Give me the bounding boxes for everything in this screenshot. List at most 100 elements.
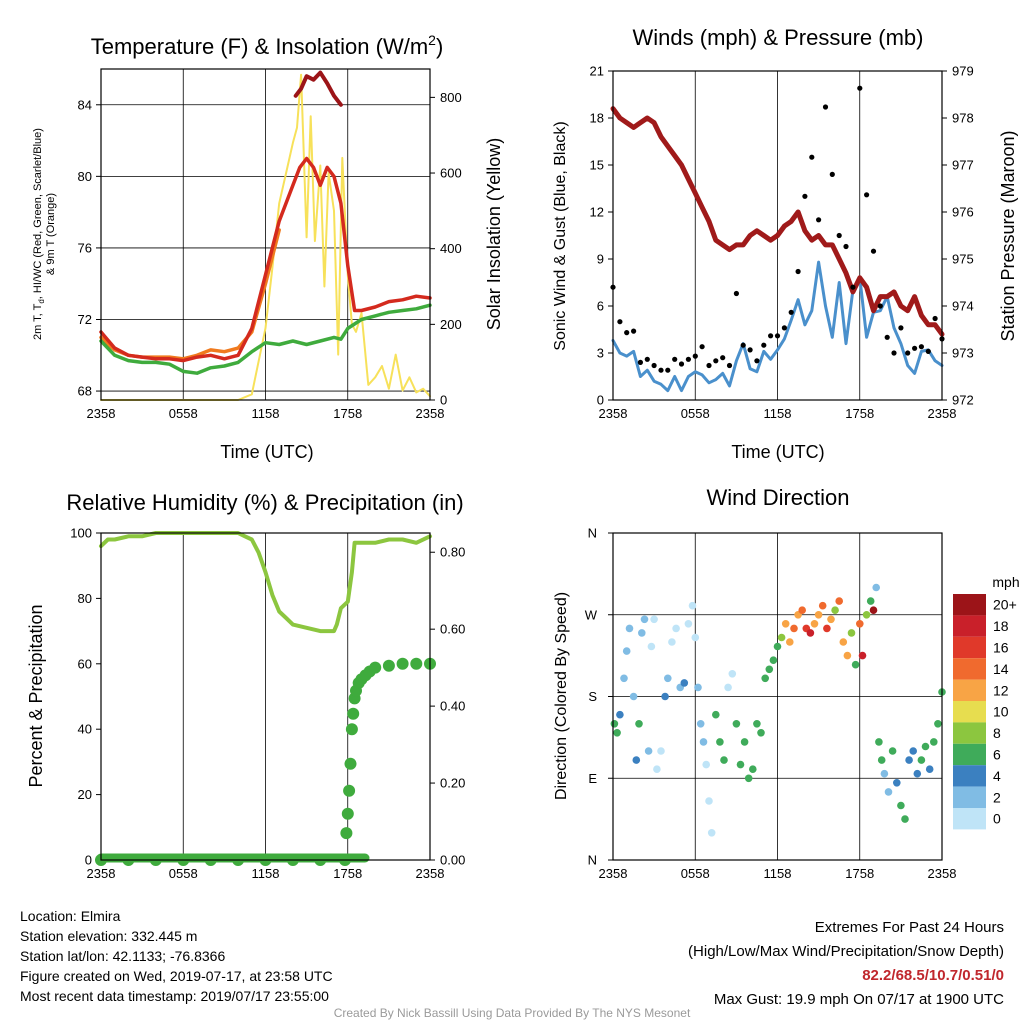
winds-chart-xtick-label: 2358 [928, 406, 957, 421]
direction-chart-direction-point [921, 742, 930, 751]
winds-chart-gust-point [912, 345, 918, 351]
winds-chart-gust-point [768, 333, 774, 339]
winds-chart-gust-point [891, 350, 897, 356]
direction-chart-direction-point [823, 624, 831, 633]
temp-chart-ytick-label: 72 [78, 312, 92, 327]
direction-chart-direction-point [625, 624, 634, 633]
temp-chart-y2tick-label: 0 [440, 393, 447, 408]
winds-chart-gust-point [720, 355, 726, 361]
direction-chart-direction-point [691, 633, 700, 642]
direction-chart-legend-label: 8 [993, 725, 1001, 741]
direction-chart-xtick-label: 0558 [681, 866, 710, 881]
direction-chart-direction-point [875, 738, 883, 746]
winds-chart-gust-point [631, 328, 637, 334]
winds-chart-gust-point [898, 325, 904, 331]
rh-chart-y2tick-label: 0.80 [440, 545, 465, 560]
direction-chart-legend-swatch [953, 722, 986, 744]
winds-chart-gust-point [685, 356, 692, 362]
temp-chart-xtick-label: 0558 [169, 406, 198, 421]
rh-chart-ytick-label: 100 [70, 526, 92, 541]
winds-chart-gust-point [788, 309, 794, 315]
winds-chart-y2label: Station Pressure (Maroon) [998, 130, 1018, 341]
winds-chart-gust-point [843, 243, 849, 250]
direction-chart-direction-point [869, 606, 878, 614]
winds-chart-gust-point [672, 356, 678, 362]
winds-chart-gust-point [726, 362, 733, 369]
winds-chart-gust-point [829, 171, 835, 177]
direction-chart-direction-point [694, 683, 702, 692]
winds-chart-ytick-label: 6 [597, 299, 604, 314]
winds-chart-y2tick-label: 976 [952, 205, 974, 220]
direction-chart-legend-swatch [953, 594, 986, 616]
direction-chart-ytick-label: S [588, 689, 597, 704]
winds-chart-gust-point [884, 334, 890, 340]
direction-chart-direction-point [647, 642, 656, 651]
winds-chart-gust-point [740, 342, 746, 348]
max-gust: Max Gust: 19.9 mph On 07/17 at 1900 UTC [713, 991, 1004, 1008]
rh-chart-xtick-label: 1158 [252, 866, 280, 881]
direction-chart-direction-point [810, 620, 819, 628]
winds-chart-frame [612, 70, 943, 401]
extremes-title: Extremes For Past 24 Hours [814, 919, 1004, 936]
direction-chart-direction-point [925, 765, 934, 773]
winds-chart-gust-point [864, 192, 870, 198]
direction-chart-direction-point [657, 747, 665, 755]
rh-chart-precip-point [344, 757, 357, 770]
direction-chart-direction-point [680, 679, 689, 687]
winds-chart-y2tick-label: 973 [952, 346, 974, 361]
extremes-subtitle: (High/Low/Max Wind/Precipitation/Snow De… [688, 943, 1004, 960]
winds-chart-gust-point [733, 290, 740, 297]
direction-chart-direction-point [610, 720, 619, 728]
winds-chart-gust-point [836, 232, 842, 239]
direction-chart-direction-point [777, 633, 786, 642]
direction-chart-legend-swatch [953, 679, 986, 701]
direction-chart-legend-title: mph [992, 574, 1019, 590]
direction-chart-direction-point [736, 760, 745, 769]
direction-chart-direction-point [716, 738, 724, 746]
direction-chart-direction-point [757, 729, 765, 737]
winds-chart-gust-point [699, 344, 705, 350]
direction-chart-direction-point [620, 674, 628, 683]
direction-chart-direction-point [827, 615, 835, 624]
direction-chart-direction-point [661, 692, 669, 701]
direction-chart-legend-label: 4 [993, 768, 1001, 784]
direction-chart-legend-label: 16 [993, 640, 1009, 656]
extremes-values: 82.2/68.5/10.7/0.51/0 [862, 967, 1004, 984]
temp-chart-y2tick-label: 200 [440, 317, 462, 332]
direction-chart-direction-point [781, 620, 790, 628]
direction-chart-xtick-label: 2358 [928, 866, 957, 881]
winds-chart-gust-point [754, 358, 760, 364]
direction-chart-direction-point [653, 765, 661, 773]
temp-chart-heat-index-line [293, 70, 343, 107]
direction-chart-direction-point [858, 651, 867, 660]
winds-chart-y2tick-label: 975 [952, 252, 974, 267]
winds-chart-y2tick-label: 974 [952, 299, 974, 314]
rh-chart-precip-point [340, 827, 353, 840]
temp-chart-dewpoint-line [99, 303, 432, 375]
winds-chart-gust-point [747, 347, 753, 353]
direction-chart-direction-point [913, 769, 922, 778]
direction-chart-direction-point [684, 620, 693, 628]
direction-chart-direction-point [884, 788, 893, 796]
winds-chart-gust-point [713, 358, 719, 364]
winds-chart-gust-point [795, 268, 801, 275]
direction-chart-direction-point [786, 638, 794, 646]
direction-chart-ytick-label: W [585, 607, 598, 622]
direction-chart-direction-point [806, 629, 815, 637]
direction-chart-direction-point [773, 642, 782, 651]
meteogram-charts: Temperature (F) & Insolation (W/m2) 2358 0… [26, 25, 1020, 881]
direction-chart-legend-swatch [953, 615, 986, 637]
direction-chart-direction-point [635, 720, 643, 728]
winds-chart-gust-point [692, 353, 698, 359]
temp-chart-xtick-label: 1158 [252, 406, 280, 421]
temp-chart-title: Temperature (F) & Insolation (W/m2) [91, 32, 444, 59]
rh-chart-precip-point [369, 661, 382, 674]
rh-chart-precip-point [410, 657, 423, 670]
direction-chart-direction-point [917, 756, 926, 764]
winds-chart-gust-point [802, 193, 808, 199]
direction-chart-direction-point [909, 747, 917, 755]
direction-chart-direction-point [888, 747, 897, 755]
rh-chart-ytick-label: 80 [78, 591, 92, 606]
direction-chart-direction-point [934, 720, 942, 728]
